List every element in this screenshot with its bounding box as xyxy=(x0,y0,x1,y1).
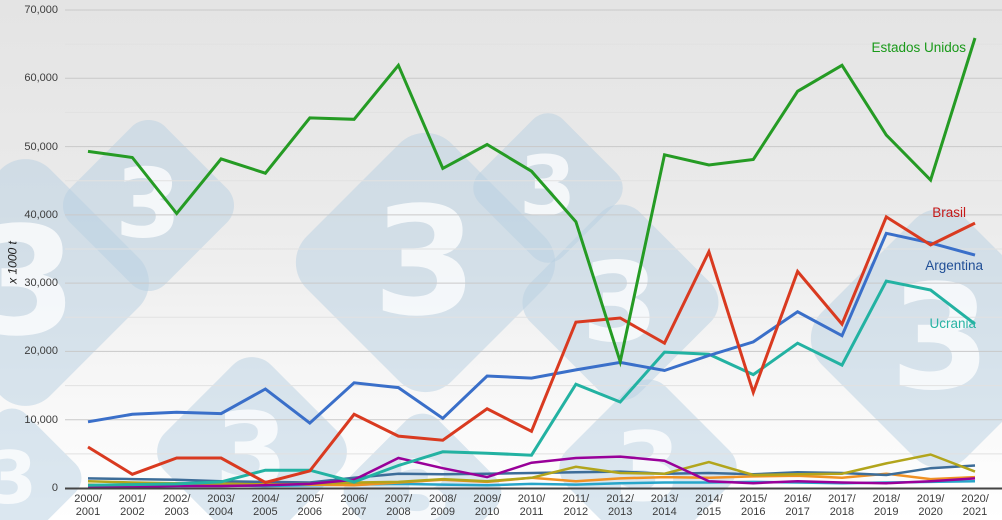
y-axis-tick-label: 40,000 xyxy=(24,208,58,221)
x-axis-tick-label: 2015/ 2016 xyxy=(739,493,768,518)
series-label-ucrania: Ucrania xyxy=(929,316,976,331)
y-axis-tick-label: 70,000 xyxy=(24,4,58,16)
x-axis-tick-label: 2019/ 2020 xyxy=(916,493,945,518)
y-axis-title: x 1000 t xyxy=(5,241,20,284)
series-label-argentina: Argentina xyxy=(925,258,983,273)
series-label-estados-unidos: Estados Unidos xyxy=(871,40,966,55)
x-axis-tick-label: 2012/ 2013 xyxy=(606,493,634,518)
x-axis-tick-label: 2017/ 2018 xyxy=(828,493,856,518)
y-axis-tick-label: 60,000 xyxy=(24,72,58,85)
y-axis-tick-label: 20,000 xyxy=(24,345,58,358)
y-axis-tick-label: 30,000 xyxy=(24,277,58,290)
x-axis-tick-label: 2008/ 2009 xyxy=(429,493,457,518)
x-axis-tick-label: 2007/ 2008 xyxy=(384,493,413,518)
x-axis-tick-label: 2011/ 2012 xyxy=(562,493,590,518)
series-label-brasil: Brasil xyxy=(932,205,966,220)
y-axis-tick-label: 10,000 xyxy=(24,413,58,426)
x-axis-tick-label: 2018/ 2019 xyxy=(872,493,901,518)
x-axis-tick-label: 2003/ 2004 xyxy=(207,493,235,518)
series-line-brasil[interactable] xyxy=(87,214,976,485)
series-line-unlabeled-990099[interactable] xyxy=(87,455,976,489)
y-axis-tick-label: 0 xyxy=(51,482,58,494)
x-axis-tick-label: 2010/ 2011 xyxy=(517,493,546,518)
x-axis-tick-label: 2000/ 2001 xyxy=(74,493,102,518)
series-line-argentina[interactable] xyxy=(87,231,976,426)
series-line-estados-unidos[interactable] xyxy=(87,37,977,368)
x-axis-tick-label: 2005/ 2006 xyxy=(295,493,324,518)
x-axis-tick-label: 2001/ 2002 xyxy=(118,493,147,518)
x-axis-tick-label: 2002/ 2003 xyxy=(162,493,191,518)
y-axis-tick-label: 50,000 xyxy=(24,140,58,153)
x-axis-tick-label: 2006/ 2007 xyxy=(340,493,368,518)
x-axis-tick-label: 2020/ 2021 xyxy=(961,493,989,518)
series-line-ucrania[interactable] xyxy=(87,279,976,487)
x-axis-tick-label: 2009/ 2010 xyxy=(473,493,501,518)
x-axis-tick-label: 2014/ 2015 xyxy=(695,493,723,518)
x-axis-tick-label: 2013/ 2014 xyxy=(650,493,679,518)
x-axis-tick-label: 2004/ 2005 xyxy=(251,493,280,518)
series-line-unlabeled-b2a51c[interactable] xyxy=(87,453,976,486)
x-axis-tick-label: 2016/ 2017 xyxy=(783,493,812,518)
